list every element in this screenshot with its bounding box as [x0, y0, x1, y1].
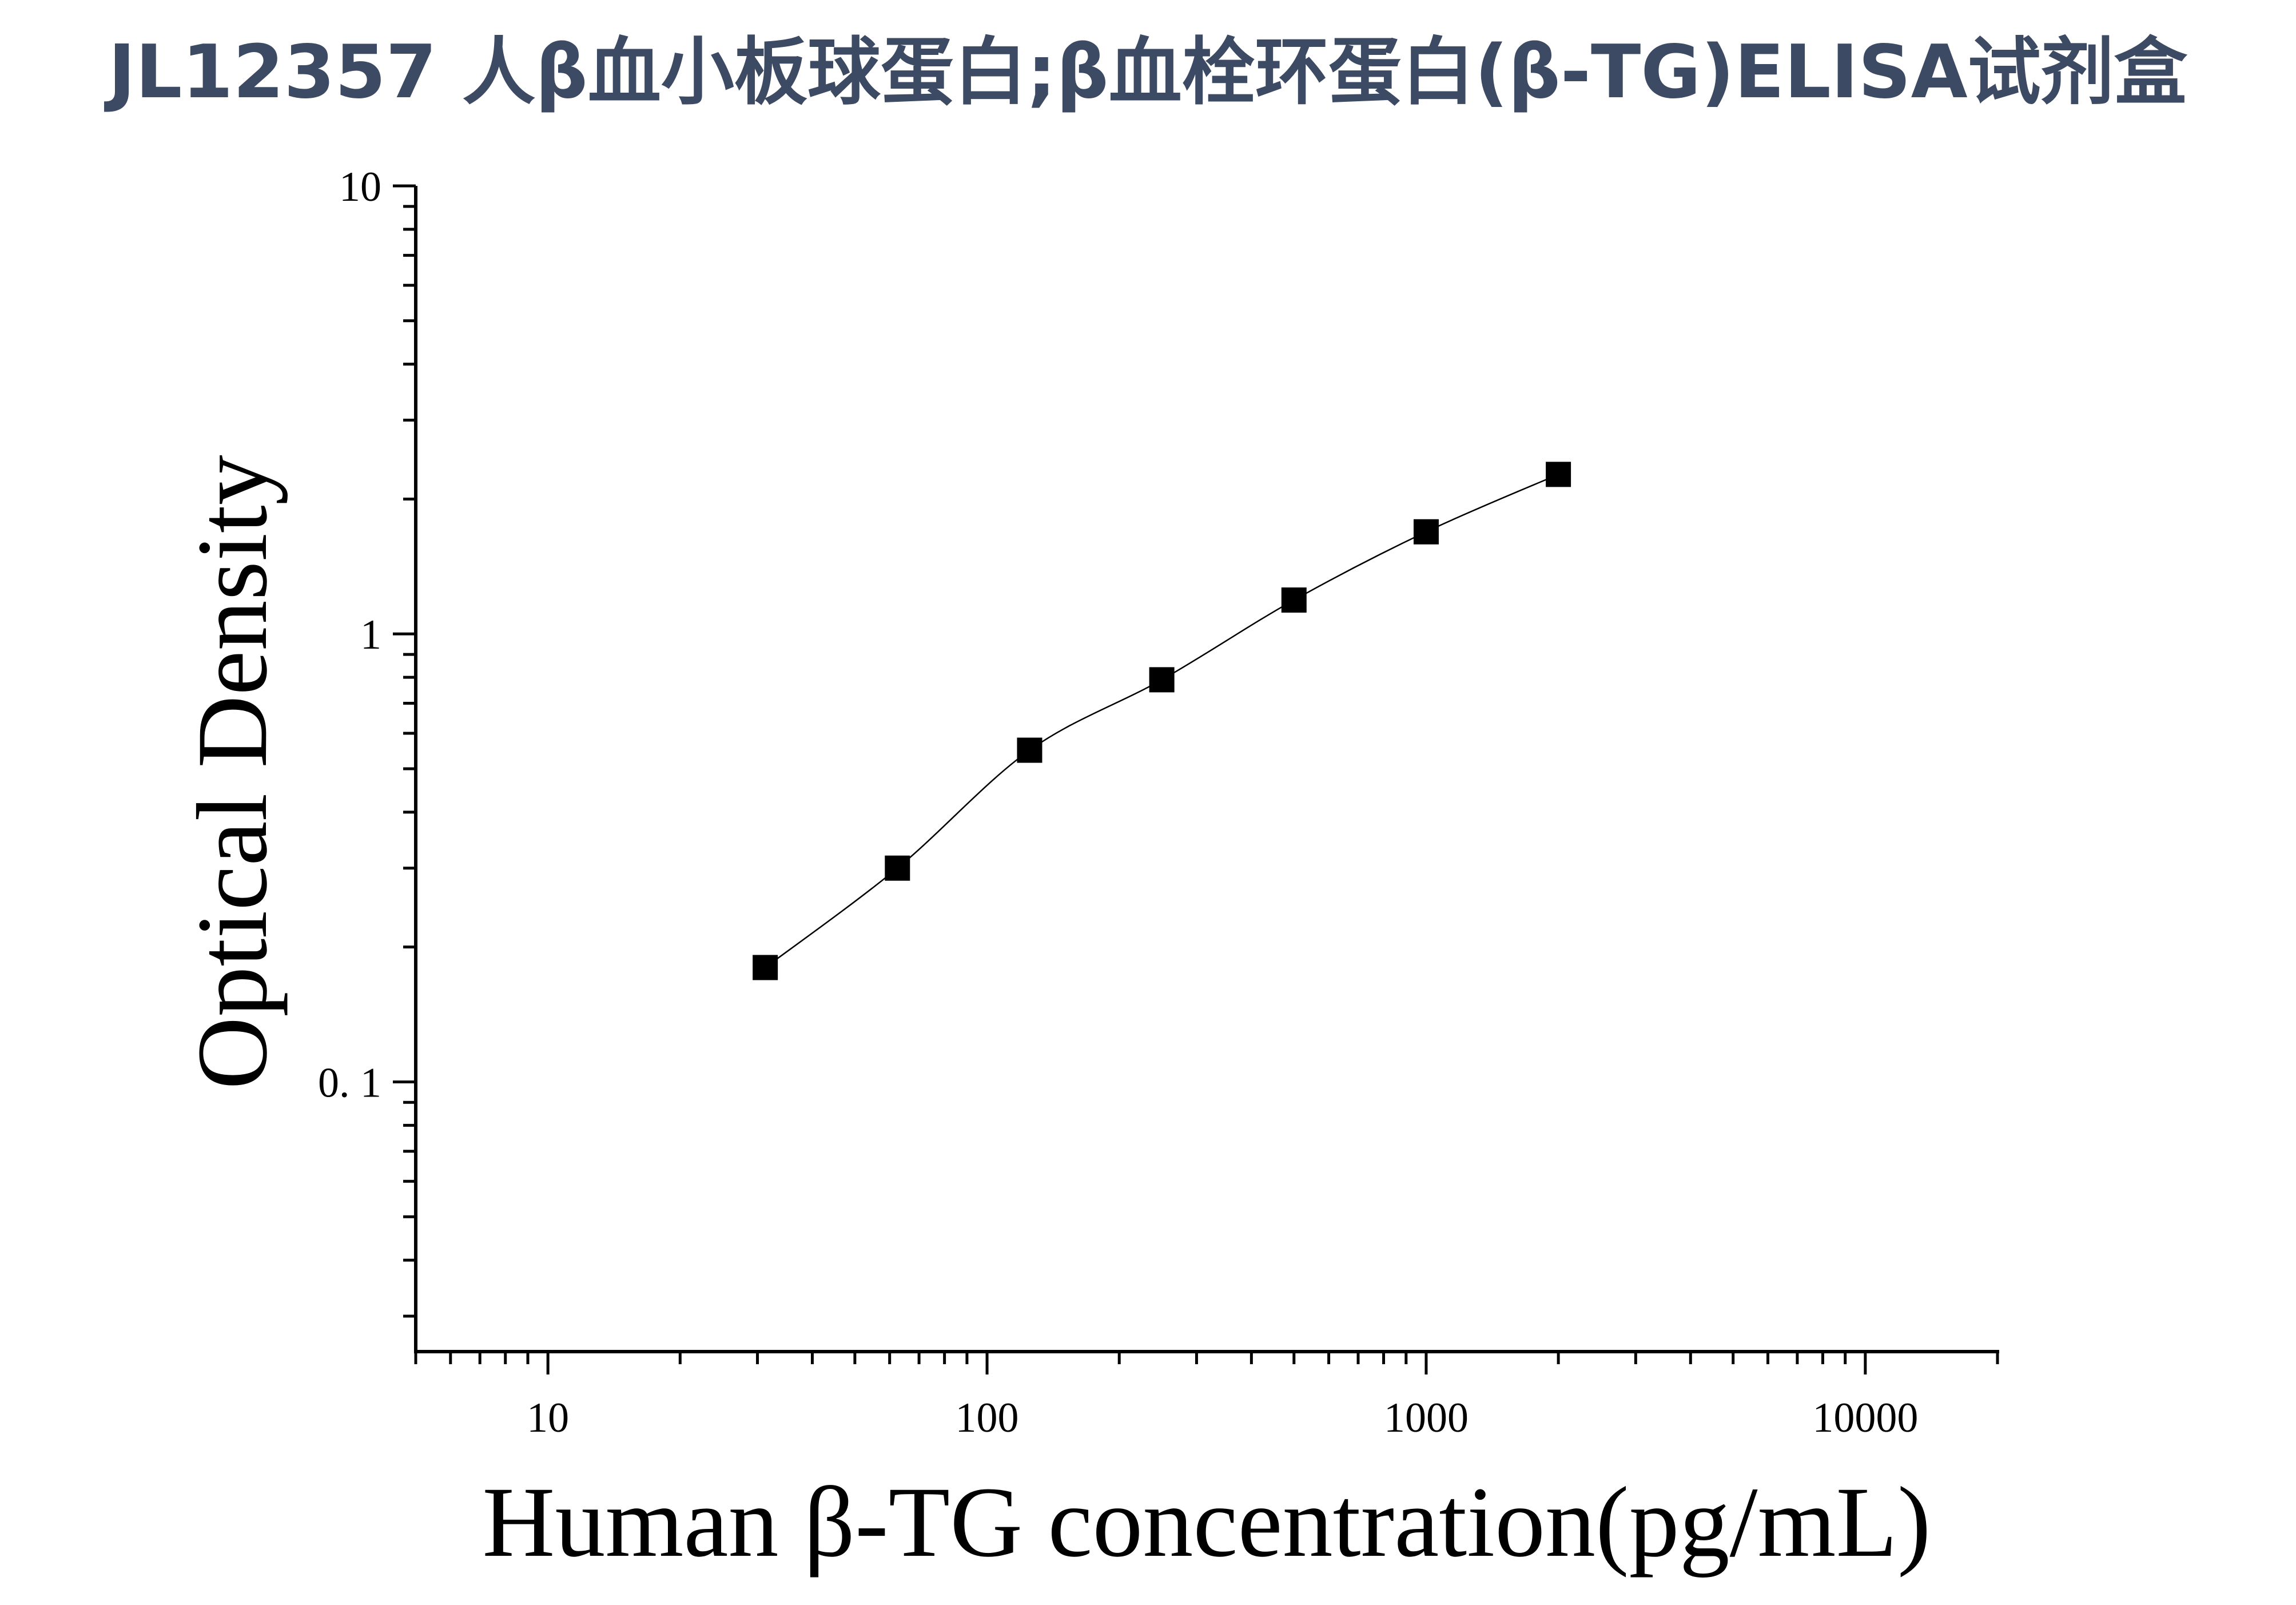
x-tick-label: 1000: [1384, 1395, 1469, 1441]
y-tick-label: 10: [339, 164, 381, 210]
plot-area: 10 100 1000 10000 0. 1 1 10: [318, 164, 1999, 1441]
y-ticks: 0. 1 1 10: [318, 164, 416, 1318]
x-tick-label: 100: [956, 1395, 1019, 1441]
data-point-marker: [753, 955, 778, 980]
data-point-marker: [1546, 462, 1571, 487]
y-tick-label: 0. 1: [318, 1059, 381, 1106]
x-tick-label: 10000: [1812, 1395, 1918, 1441]
fit-curve: [765, 474, 1559, 968]
x-ticks: 10 100 1000 10000: [414, 1352, 1999, 1441]
data-point-marker: [1413, 519, 1439, 545]
x-tick-label: 10: [527, 1395, 569, 1441]
data-point-marker: [1017, 737, 1042, 763]
x-axis-label: Human β-TG concentration(pg/mL): [482, 1467, 1931, 1578]
y-tick-label: 1: [360, 611, 381, 658]
chart-title: JL12357 人β血小板球蛋白;β血栓环蛋白(β-TG)ELISA试剂盒: [104, 30, 2188, 115]
data-markers: [753, 462, 1571, 980]
data-point-marker: [1281, 587, 1307, 613]
y-axis-label: Optical Density: [177, 455, 288, 1090]
data-point-marker: [1149, 667, 1175, 693]
data-point-marker: [885, 855, 910, 881]
